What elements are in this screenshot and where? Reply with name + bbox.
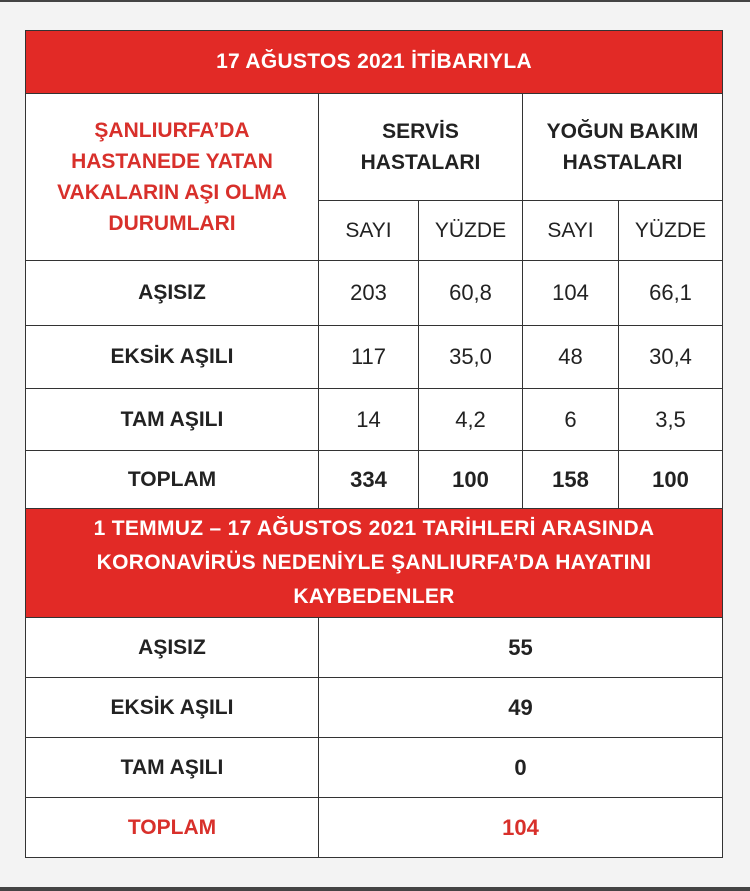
corner-label: ŞANLIURFA’DA HASTANEDE YATAN VAKALARIN A… [25, 93, 319, 261]
cell: 104 [317, 797, 724, 858]
row-label: TOPLAM [25, 797, 319, 858]
cell: 55 [317, 617, 724, 678]
sub-header: SAYI [522, 200, 619, 261]
sub-header: SAYI [318, 200, 419, 261]
row-label: EKSİK AŞILI [25, 325, 319, 389]
table-row: EKSİK AŞILI 49 [25, 677, 724, 738]
title-banner: 17 AĞUSTOS 2021 İTİBARIYLA [24, 30, 724, 94]
table-row: EKSİK AŞILI 117 35,0 48 30,4 [25, 325, 724, 389]
cell: 60,8 [418, 260, 523, 326]
cell: 117 [318, 325, 419, 389]
cell: 3,5 [617, 388, 724, 451]
cell: 66,1 [617, 260, 724, 326]
row-label: TAM AŞILI [25, 388, 319, 451]
section-banner: 1 TEMMUZ – 17 AĞUSTOS 2021 TARİHLERİ ARA… [24, 508, 724, 618]
cell: 100 [617, 450, 724, 509]
row-label: AŞISIZ [25, 617, 319, 678]
group-header: SERVİS HASTALARI [318, 93, 523, 201]
cell: 49 [317, 677, 724, 738]
cell: 48 [522, 325, 619, 389]
table-row: TAM AŞILI 14 4,2 6 3,5 [25, 388, 724, 451]
row-label: TAM AŞILI [25, 737, 319, 798]
table-row: TOPLAM 334 100 158 100 [25, 450, 724, 509]
row-label: AŞISIZ [25, 260, 319, 326]
cell: 158 [522, 450, 619, 509]
cell: 104 [522, 260, 619, 326]
table-row: TAM AŞILI 0 [25, 737, 724, 798]
group-header: YOĞUN BAKIM HASTALARI [521, 93, 724, 201]
sub-header: YÜZDE [617, 200, 724, 261]
sub-header: YÜZDE [418, 200, 523, 261]
cell: 4,2 [418, 388, 523, 451]
cell: 30,4 [617, 325, 724, 389]
cell: 6 [522, 388, 619, 451]
row-label: EKSİK AŞILI [25, 677, 319, 738]
cell: 334 [318, 450, 419, 509]
cell: 203 [318, 260, 419, 326]
table-row: TOPLAM 104 [25, 797, 724, 858]
cell: 14 [318, 388, 419, 451]
table-row: AŞISIZ 203 60,8 104 66,1 [25, 260, 724, 326]
cell: 0 [317, 737, 724, 798]
row-label: TOPLAM [25, 450, 319, 509]
vaccination-table: 17 AĞUSTOS 2021 İTİBARIYLA ŞANLIURFA’DA … [24, 30, 724, 858]
cell: 100 [418, 450, 523, 509]
cell: 35,0 [418, 325, 523, 389]
table-row: AŞISIZ 55 [25, 617, 724, 678]
